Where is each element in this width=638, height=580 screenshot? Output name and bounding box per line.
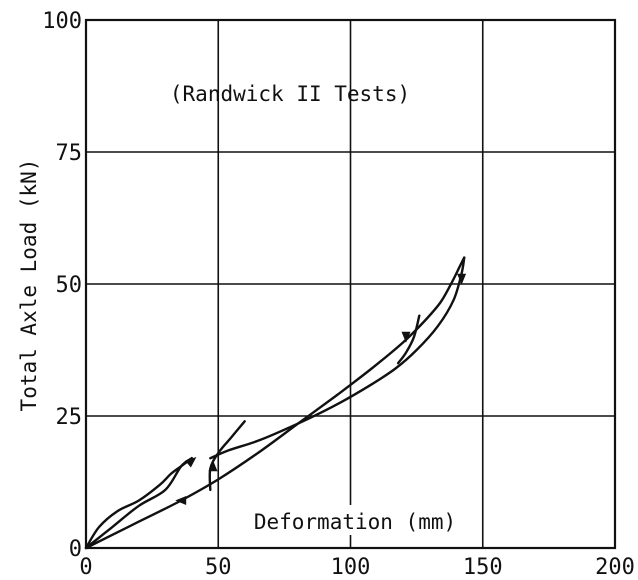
xlabel-background (230, 505, 480, 535)
x-tick-label-50: 50 (205, 555, 232, 580)
curve-partial-reload-loop (396, 314, 421, 365)
curve-unloading-1 (84, 457, 193, 550)
y-tick-label-100: 100 (42, 9, 82, 34)
curve-unloading-2 (209, 256, 466, 460)
y-tick-labels: 0 25 50 75 100 (42, 9, 82, 562)
series-layer (84, 256, 466, 550)
plot-frame (84, 18, 617, 550)
y-tick-label-0: 0 (69, 537, 82, 562)
x-tick-label-200: 200 (595, 555, 635, 580)
curve-reloading-partial (208, 420, 246, 492)
direction-arrow-3 (208, 460, 218, 472)
gridlines (86, 20, 615, 548)
direction-arrow-4 (185, 457, 197, 468)
y-axis-label: Total Axle Load (kN) (17, 159, 41, 412)
x-tick-label-150: 150 (463, 555, 503, 580)
x-tick-labels: 0 50 100 150 200 (79, 555, 635, 580)
direction-arrow-1 (457, 273, 467, 285)
y-tick-label-50: 50 (56, 273, 83, 298)
y-tick-label-75: 75 (56, 141, 83, 166)
x-axis-label: Deformation (mm) (254, 510, 456, 534)
x-tick-label-100: 100 (331, 555, 371, 580)
curve-loading-2 (84, 256, 466, 550)
arrow-layer (175, 273, 467, 505)
direction-arrow-2 (401, 331, 411, 343)
chart-annotation: (Randwick II Tests) (170, 82, 410, 106)
x-tick-label-0: 0 (79, 555, 92, 580)
direction-arrow-5 (175, 496, 187, 505)
y-tick-label-25: 25 (56, 405, 83, 430)
